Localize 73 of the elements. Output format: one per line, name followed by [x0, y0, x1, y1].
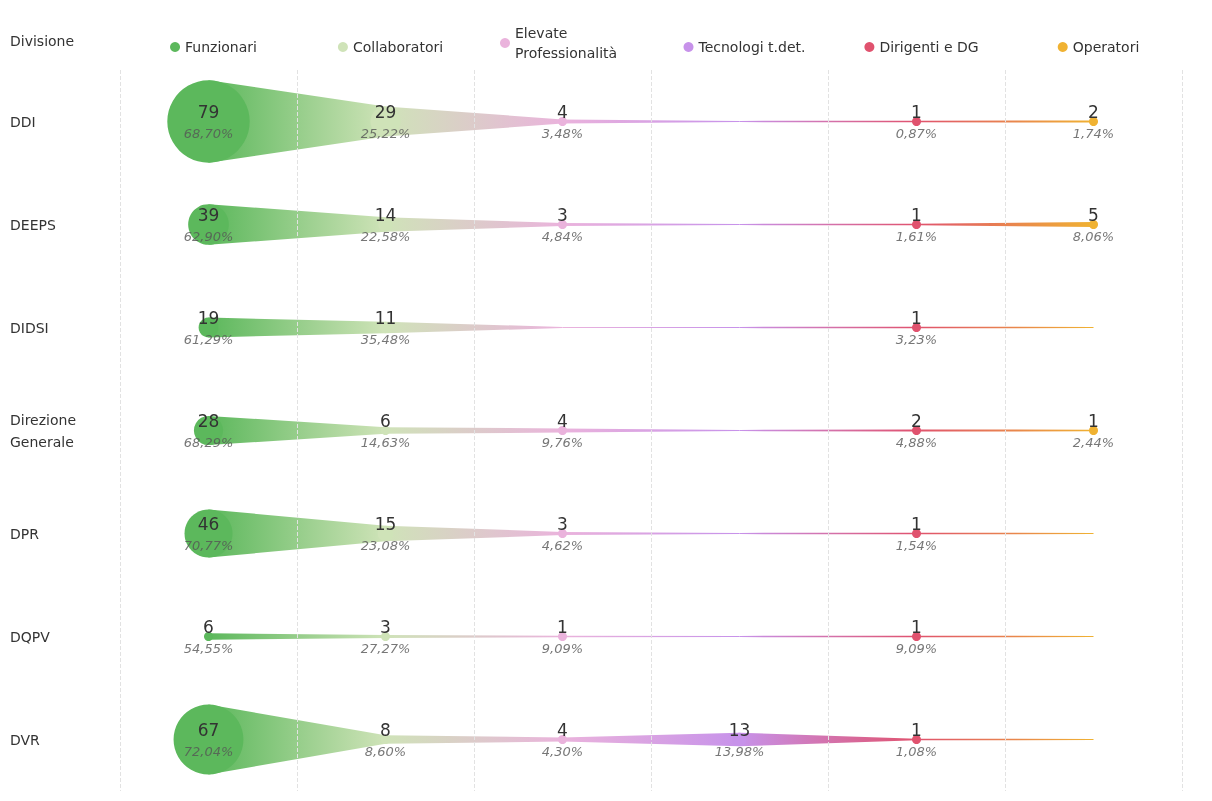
- text: 9,09%: [895, 641, 938, 656]
- data-label: 4: [557, 719, 568, 740]
- legend-label: Tecnologi t.det.: [697, 39, 806, 55]
- text: 4,62%: [541, 538, 584, 553]
- text: 3,48%: [541, 126, 584, 141]
- data-label: 14: [374, 204, 397, 225]
- data-label: 13: [728, 719, 751, 740]
- data-label: 67: [197, 719, 220, 740]
- text: 8,60%: [364, 744, 407, 759]
- data-label: 1: [911, 719, 922, 740]
- category-label: DDI: [10, 113, 36, 130]
- data-label: 6: [380, 410, 391, 431]
- data-label: 8: [380, 719, 391, 740]
- data-label: 19: [197, 307, 220, 328]
- data-label: 11: [374, 307, 397, 328]
- data-label: 15: [374, 513, 397, 534]
- legend-label: Funzionari: [185, 39, 257, 55]
- data-label: 1: [911, 204, 922, 225]
- data-label: 1: [557, 616, 568, 637]
- text: 4,88%: [895, 435, 938, 450]
- text: 9,09%: [541, 641, 584, 656]
- text: 27,27%: [360, 641, 411, 656]
- data-label: 4: [557, 410, 568, 431]
- category-label: DIDSI: [10, 319, 49, 336]
- category-label: DEEPS: [10, 216, 56, 233]
- data-label: 3: [557, 513, 568, 534]
- text: 1,61%: [895, 229, 938, 244]
- category-label: DVR: [10, 731, 41, 748]
- data-label: 4: [557, 101, 568, 122]
- text: 1,08%: [895, 744, 938, 759]
- text: 2,44%: [1072, 435, 1115, 450]
- text: 0,87%: [895, 126, 938, 141]
- text: 8,06%: [1072, 229, 1115, 244]
- text: 22,58%: [360, 229, 411, 244]
- text: 25,22%: [360, 126, 411, 141]
- data-label: 29: [374, 101, 397, 122]
- data-label: 3: [557, 204, 568, 225]
- text: 3,23%: [895, 332, 938, 347]
- data-label: 1: [911, 513, 922, 534]
- data-label: 1: [1088, 410, 1099, 431]
- legend-label: Operatori: [1072, 39, 1140, 55]
- text: 14,63%: [360, 435, 411, 450]
- text: Divisione: [10, 33, 75, 49]
- legend-label: Dirigenti e DG: [879, 39, 979, 55]
- data-label: 39: [197, 204, 220, 225]
- data-label: 6: [203, 616, 214, 637]
- category-label: DPR: [10, 525, 40, 542]
- text: 23,08%: [360, 538, 411, 553]
- text: 61,29%: [183, 332, 234, 347]
- data-label: 3: [380, 616, 391, 637]
- data-label: 46: [197, 513, 220, 534]
- text: 54,55%: [183, 641, 234, 656]
- data-label: 79: [197, 101, 220, 122]
- data-label: 2: [911, 410, 922, 431]
- data-label: 28: [197, 410, 220, 431]
- data-label: 5: [1088, 204, 1099, 225]
- data-label: 2: [1088, 101, 1099, 122]
- text: 4,30%: [541, 744, 584, 759]
- legend-label: Elevate Professionalità: [515, 25, 618, 61]
- text: 1,74%: [1072, 126, 1115, 141]
- data-label: 1: [911, 616, 922, 637]
- text: 1,54%: [895, 538, 938, 553]
- text: 4,84%: [541, 229, 584, 244]
- legend-label: Collaboratori: [352, 39, 444, 55]
- text: 68,70%: [183, 126, 234, 141]
- data-label: 1: [911, 101, 922, 122]
- text: 35,48%: [360, 332, 411, 347]
- text: 72,04%: [183, 744, 234, 759]
- category-label: Direzione Generale: [10, 411, 81, 450]
- category-label: DQPV: [10, 628, 51, 645]
- text: 13,98%: [714, 744, 765, 759]
- text: 9,76%: [541, 435, 584, 450]
- data-label: 1: [911, 307, 922, 328]
